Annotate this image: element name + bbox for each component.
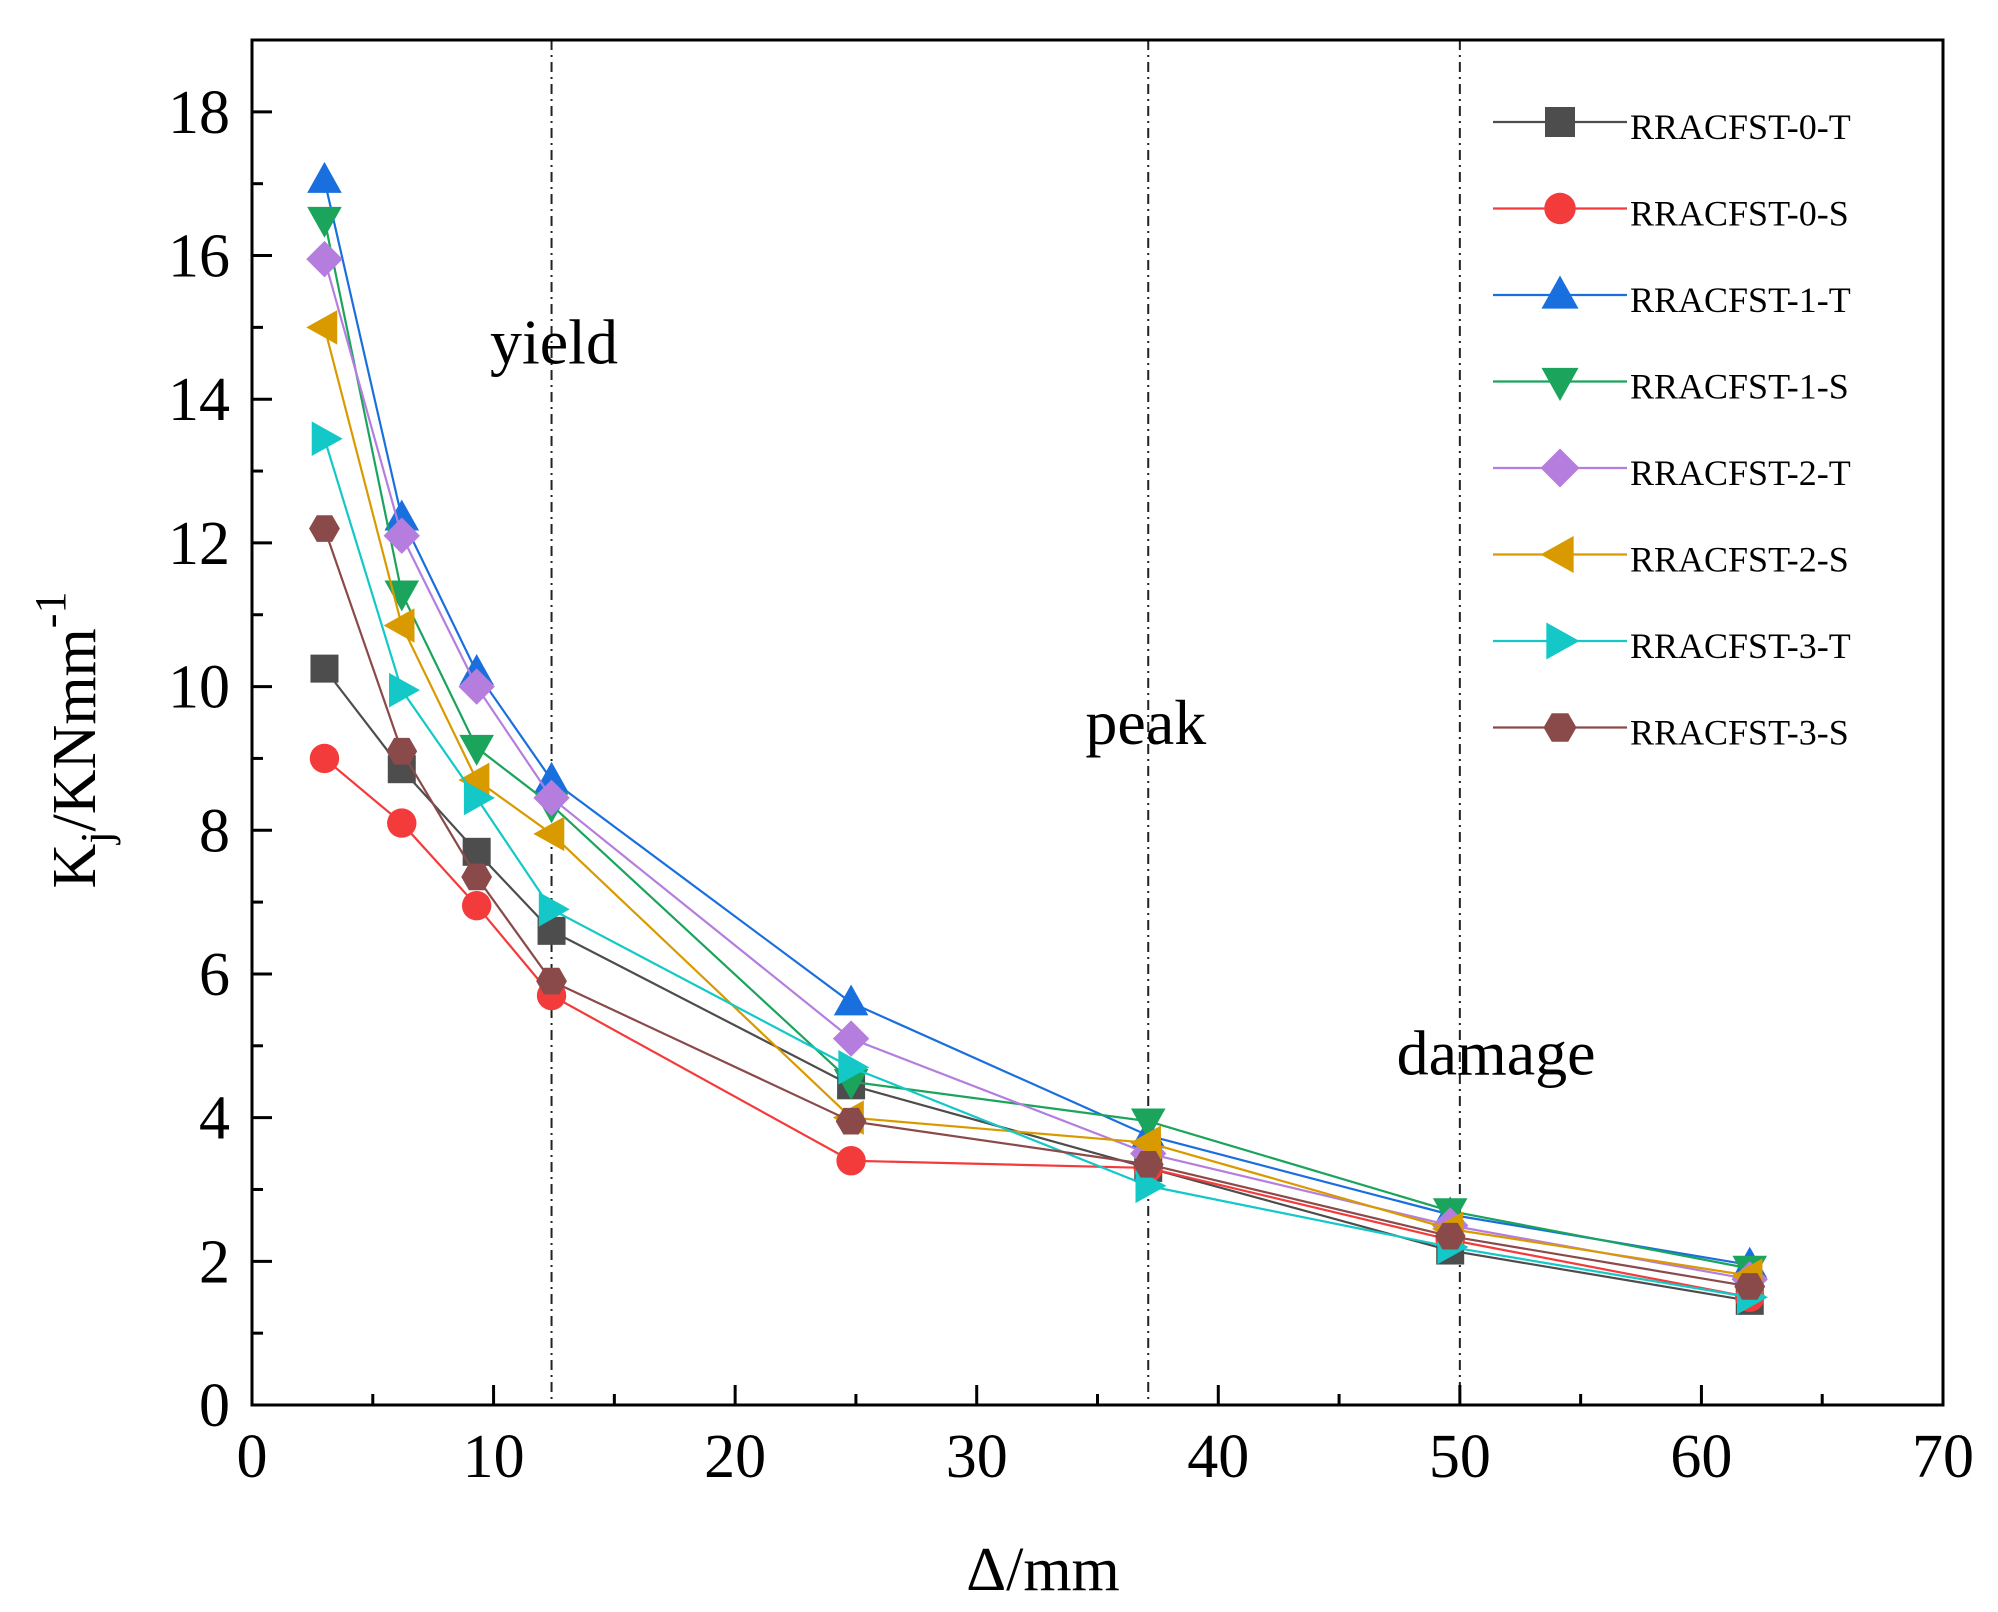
- legend-label: RRACFST-1-T: [1630, 280, 1851, 320]
- data-point: [383, 517, 420, 554]
- legend-item: RRACFST-1-T: [1493, 275, 1851, 320]
- y-tick-label: 4: [199, 1085, 230, 1153]
- data-point: [307, 206, 342, 238]
- data-point: [458, 668, 495, 705]
- data-point: [835, 1107, 867, 1135]
- legend-marker: [1541, 275, 1579, 309]
- y-tick-label: 12: [168, 510, 230, 578]
- x-tick-label: 70: [1912, 1423, 1974, 1491]
- data-point: [536, 967, 567, 995]
- legend-marker: [1545, 107, 1575, 137]
- data-point: [1130, 1108, 1166, 1140]
- series-line: [323, 528, 1750, 1288]
- y-tick-label: 18: [168, 79, 230, 147]
- legend-label: RRACFST-1-S: [1630, 367, 1849, 407]
- data-point: [309, 743, 340, 774]
- legend-item: RRACFST-0-T: [1493, 107, 1851, 147]
- data-point: [307, 161, 342, 193]
- data-point: [306, 310, 338, 345]
- data-point: [833, 984, 869, 1016]
- legend-label: RRACFST-0-S: [1630, 194, 1849, 234]
- y-axis-title-base: K: [41, 843, 109, 888]
- data-point: [310, 654, 339, 683]
- y-tick-label: 0: [199, 1372, 230, 1440]
- legend-item: RRACFST-1-S: [1493, 367, 1849, 407]
- data-point: [832, 1020, 870, 1057]
- data-point: [838, 1050, 870, 1085]
- data-point: [461, 863, 493, 891]
- y-tick-label: 16: [168, 223, 230, 291]
- data-point: [1132, 1150, 1164, 1178]
- x-tick-label: 10: [463, 1423, 525, 1491]
- data-point: [458, 762, 490, 798]
- x-axis-title: Δ/mm: [966, 1536, 1120, 1604]
- legend-item: RRACFST-0-S: [1493, 192, 1849, 234]
- data-point: [463, 780, 495, 816]
- data-point: [533, 779, 570, 817]
- legend-item: RRACFST-3-S: [1493, 713, 1849, 753]
- x-tick-label: 40: [1187, 1423, 1249, 1491]
- series-layer: [306, 161, 1768, 1315]
- data-point: [1434, 1222, 1466, 1250]
- legend-label: RRACFST-2-S: [1630, 540, 1849, 580]
- y-axis-title-sup: -1: [26, 592, 75, 629]
- data-point: [538, 891, 570, 927]
- data-point: [533, 816, 565, 852]
- data-point: [387, 808, 417, 838]
- x-tick-label: 60: [1670, 1423, 1732, 1491]
- data-point: [836, 1146, 866, 1176]
- legend-label: RRACFST-3-S: [1630, 713, 1849, 753]
- legend-marker: [1546, 622, 1580, 660]
- legend-marker: [1540, 535, 1574, 574]
- y-tick-label: 8: [199, 797, 230, 865]
- y-tick-label: 6: [199, 941, 230, 1009]
- data-point: [389, 672, 420, 708]
- data-point: [383, 608, 415, 643]
- data-point: [306, 240, 343, 278]
- legend-item: RRACFST-3-T: [1493, 622, 1851, 666]
- annotation-peak: peak: [1085, 687, 1206, 758]
- series-line: [323, 258, 1750, 1281]
- series-line: [323, 757, 1750, 1299]
- y-tick-label: 10: [168, 654, 230, 722]
- series-line: [323, 179, 1750, 1266]
- series-line: [323, 438, 1750, 1299]
- legend: RRACFST-0-T RRACFST-0-S RRACFST-1-T RRACFST…: [1493, 107, 1851, 753]
- data-point: [309, 515, 340, 542]
- data-point: [459, 734, 494, 766]
- y-tick-label: 2: [199, 1228, 230, 1296]
- legend-label: RRACFST-2-T: [1630, 453, 1851, 493]
- legend-item: RRACFST-2-T: [1493, 448, 1851, 493]
- x-tick-label: 20: [704, 1423, 766, 1491]
- legend-label: RRACFST-3-T: [1630, 626, 1851, 666]
- data-point: [384, 499, 420, 531]
- annotation-damage: damage: [1397, 1018, 1596, 1089]
- legend-marker: [1544, 192, 1576, 225]
- legend-item: RRACFST-2-S: [1493, 535, 1849, 580]
- legend-label: RRACFST-0-T: [1630, 107, 1851, 147]
- y-axis-title: Kj/KNmm-1: [26, 592, 121, 889]
- x-tick-label: 0: [237, 1423, 268, 1491]
- y-axis-title-sub: j: [72, 831, 121, 845]
- legend-marker: [1540, 448, 1580, 488]
- y-axis-title-mid: /KNmm: [41, 628, 109, 831]
- data-point: [386, 737, 418, 765]
- data-point: [1734, 1273, 1766, 1300]
- annotation-yield: yield: [490, 306, 618, 377]
- legend-marker: [1543, 713, 1577, 742]
- x-tick-label: 50: [1429, 1423, 1491, 1491]
- legend-marker: [1541, 367, 1579, 401]
- svg-text:Kj/KNmm-1: Kj/KNmm-1: [26, 592, 121, 889]
- data-point: [461, 890, 492, 921]
- series-RRACFST-3-S: [309, 515, 1766, 1300]
- axes: 0 10 20 30 40 50 60 70 0 2 4 6 8 10 12 14 16 18: [168, 38, 1974, 1491]
- data-point: [311, 421, 343, 457]
- annotations: yield peak damage: [490, 306, 1596, 1088]
- series-line: [323, 327, 1750, 1277]
- y-tick-label: 14: [168, 366, 230, 434]
- x-tick-label: 30: [946, 1423, 1008, 1491]
